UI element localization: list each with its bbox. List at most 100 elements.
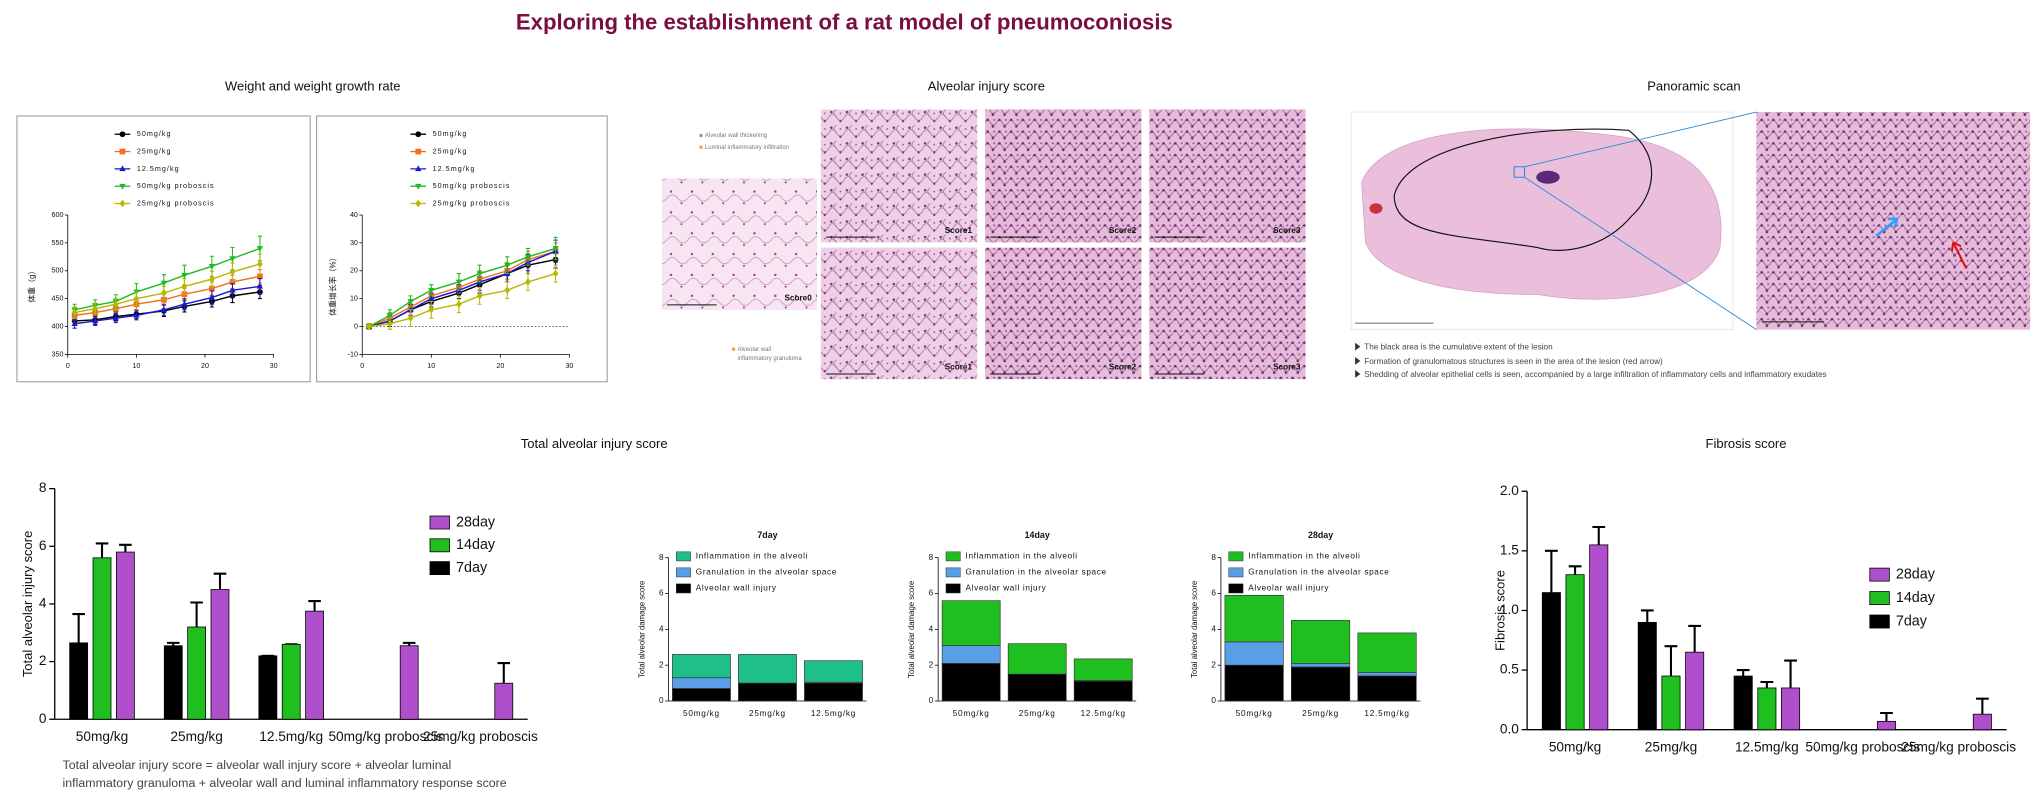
- point: [456, 300, 462, 308]
- score-label: Score3: [1273, 226, 1301, 235]
- error-bar: [213, 572, 227, 590]
- x-tick-label: 30: [565, 362, 573, 370]
- y-tick-label: 450: [52, 295, 64, 303]
- bar-segment: [1357, 632, 1417, 673]
- x-tick-label: 25mg/kg: [1645, 740, 1697, 755]
- legend-label: Inflammation in the alveoli: [696, 552, 808, 561]
- y-axis-label: Fibrosis score: [1492, 570, 1507, 651]
- bar-segment: [941, 645, 1001, 664]
- chart-title: Fibrosis score: [1706, 436, 1787, 451]
- legend-swatch: [675, 551, 691, 562]
- bar: [1876, 720, 1896, 731]
- point: [229, 286, 236, 293]
- y-tick-label: 2: [39, 653, 47, 668]
- point: [71, 320, 78, 327]
- bar: [1541, 592, 1561, 731]
- y-tick-label: 2: [659, 660, 664, 669]
- x-tick-label: 50mg/kg: [683, 709, 720, 718]
- legend-label: 25mg/kg: [137, 147, 172, 155]
- legend-label: 50mg/kg: [433, 130, 468, 138]
- error-bar: [119, 543, 132, 553]
- page-title: Exploring the establishment of a rat mod…: [516, 9, 1173, 34]
- score-label: Score2: [1109, 226, 1137, 235]
- point: [407, 306, 414, 313]
- legend-label: 14day: [456, 537, 496, 553]
- legend-label: 25mg/kg proboscis: [137, 199, 215, 207]
- arrow: [1950, 241, 1968, 269]
- zoom-box: [1513, 166, 1526, 178]
- x-tick-label: 50mg/kg: [953, 709, 990, 718]
- y-tick-label: 10: [350, 295, 358, 303]
- footnote-box: Total alveolar injury score = alveolar w…: [63, 758, 507, 790]
- point: [229, 256, 236, 262]
- bar: [1972, 713, 1992, 731]
- bar: [92, 557, 112, 720]
- y-tick-label: -10: [348, 350, 358, 358]
- section-heading: Panoramic scan: [1647, 79, 1740, 94]
- legend-marker: [119, 183, 126, 190]
- y-tick-label: 1.0: [1500, 602, 1519, 617]
- legend-label: 50mg/kg proboscis: [433, 182, 511, 190]
- x-tick-label: 50mg/kg proboscis: [328, 729, 443, 744]
- x-tick-label: 50mg/kg proboscis: [1805, 740, 1920, 755]
- legend-swatch: [1228, 551, 1244, 562]
- panoramic-scan: The black area is the cumulative extent …: [1350, 111, 2031, 379]
- legend-marker: [119, 131, 126, 138]
- point: [504, 262, 511, 269]
- y-tick-label: 600: [52, 211, 64, 219]
- legend-swatch: [1228, 567, 1244, 578]
- y-tick-label: 4: [659, 625, 664, 634]
- legend-marker: [119, 148, 126, 155]
- tissue-blob: [1369, 203, 1383, 214]
- error-bar: [95, 542, 109, 558]
- point: [71, 308, 78, 317]
- point: [552, 246, 559, 252]
- y-tick-label: 40: [350, 211, 358, 219]
- bar: [1781, 687, 1801, 731]
- point: [160, 306, 167, 313]
- score-label: Score1: [945, 226, 973, 235]
- y-tick-label: 500: [52, 267, 64, 275]
- y-tick-label: 30: [350, 239, 358, 247]
- point: [552, 269, 559, 278]
- legend-label: 50mg/kg proboscis: [137, 182, 215, 190]
- error-bar: [497, 661, 511, 684]
- y-tick-label: 6: [929, 589, 934, 598]
- point: [181, 272, 188, 279]
- x-tick-label: 25mg/kg: [1302, 709, 1339, 718]
- x-tick-label: 12.5mg/kg: [1364, 709, 1409, 718]
- point: [112, 300, 119, 308]
- point: [428, 295, 435, 301]
- bar: [163, 645, 183, 720]
- y-tick-label: 8: [929, 553, 934, 562]
- legend-label: Granulation in the alveolar space: [1248, 568, 1389, 577]
- error-bar: [308, 600, 321, 612]
- error-bar: [1688, 624, 1702, 653]
- bar-segment: [941, 600, 1001, 646]
- y-tick-label: 0: [659, 696, 664, 705]
- y-tick-label: 6: [1211, 589, 1216, 598]
- bar: [1565, 574, 1585, 731]
- bullet: [1355, 342, 1361, 351]
- histology-image: [1149, 247, 1306, 380]
- y-tick-label: 0: [1211, 696, 1216, 705]
- bar: [1637, 621, 1657, 731]
- section-heading: Alveolar injury score: [928, 79, 1045, 94]
- point: [92, 317, 99, 324]
- point: [386, 320, 393, 328]
- note: The black area is the cumulative extent …: [1364, 342, 1553, 351]
- score-label: Score3: [1273, 363, 1301, 372]
- legend-label: 28day: [456, 514, 496, 530]
- legend-label: Alveolar wall injury: [966, 584, 1047, 593]
- bar-segment: [1357, 672, 1417, 677]
- y-tick-label: 0: [929, 696, 934, 705]
- legend-label: 7day: [1896, 613, 1928, 629]
- bar: [69, 642, 89, 720]
- histology-image: [985, 247, 1142, 380]
- error-bar: [1592, 525, 1606, 545]
- legend-swatch: [1869, 567, 1890, 582]
- bar-segment: [804, 660, 863, 683]
- legend-label: Inflammation in the alveoli: [966, 552, 1078, 561]
- bullet: [1355, 357, 1361, 365]
